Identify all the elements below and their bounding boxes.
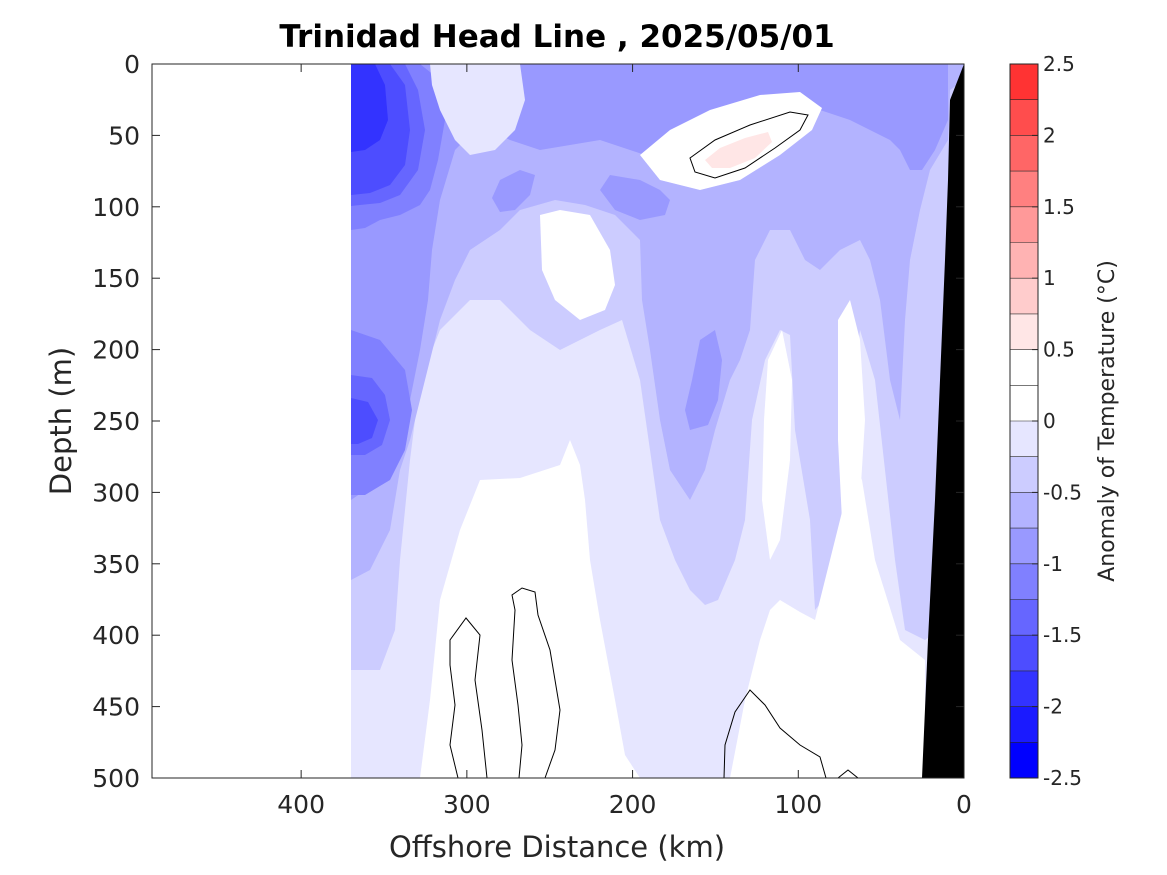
- colorbar-label: Anomaly of Temperature (°C): [1095, 260, 1120, 582]
- y-tick-label: 350: [92, 550, 140, 579]
- contour-region-minus-2: [351, 64, 388, 152]
- x-axis: 400 300 200 100 0: [277, 64, 972, 819]
- colorbar: 2.5 2 1.5 1 0.5 0 -0.5 -1 -1.5 -2 -2.5: [1009, 52, 1082, 790]
- y-tick-label: 400: [92, 621, 140, 650]
- colorbar-swatch: [1010, 64, 1038, 100]
- contour-streak-3: [492, 170, 535, 212]
- zero-contour-line-3: [723, 689, 827, 778]
- contour-region-zero-deep: [351, 440, 925, 778]
- x-tick-label: 200: [609, 790, 657, 819]
- colorbar-swatch: [1010, 492, 1038, 529]
- colorbar-tick-label: 1: [1043, 266, 1056, 290]
- colorbar-tick-label: -0.5: [1043, 480, 1082, 504]
- contour-region-zero-column-2: [762, 330, 792, 560]
- y-tick-label: 100: [92, 193, 140, 222]
- contour-region-near-zero-surface: [430, 64, 525, 155]
- colorbar-swatch: [1010, 171, 1038, 207]
- colorbar-swatch: [1010, 670, 1038, 707]
- contour-fill: [351, 64, 964, 778]
- warm-lens-contour: [689, 111, 809, 179]
- colorbar-tick-label: 0.5: [1043, 338, 1075, 362]
- bathymetry: [922, 64, 964, 778]
- y-tick-label: 200: [92, 336, 140, 365]
- colorbar-swatch: [1010, 385, 1038, 421]
- colorbar-swatch: [1010, 242, 1038, 279]
- colorbar-swatch: [1010, 421, 1038, 457]
- colorbar-swatch: [1010, 528, 1038, 564]
- contour-region-zero-column: [838, 300, 865, 560]
- colorbar-tick-label: -2: [1043, 695, 1063, 719]
- y-tick-label: 150: [92, 264, 140, 293]
- colorbar-swatch: [1010, 135, 1038, 172]
- colorbar-tick-label: 2.5: [1043, 52, 1075, 76]
- plot-area: 400 300 200 100 0 0 50 100 150 200 250 300 350 400 45…: [92, 50, 972, 819]
- colorbar-tick-label: -1: [1043, 552, 1063, 576]
- colorbar-swatch: [1010, 313, 1038, 350]
- y-axis-label: Depth (m): [44, 347, 78, 495]
- y-tick-label: 50: [108, 121, 140, 150]
- colorbar-tick-label: -2.5: [1043, 766, 1082, 790]
- zero-contour-line-1: [449, 617, 488, 778]
- contour-streak-1: [685, 330, 722, 430]
- colorbar-swatch: [1010, 706, 1038, 743]
- colorbar-swatch: [1010, 742, 1038, 778]
- colorbar-swatch: [1010, 635, 1038, 671]
- y-tick-label: 0: [124, 50, 140, 79]
- colorbar-tick-label: 0: [1043, 409, 1056, 433]
- colorbar-swatch: [1010, 278, 1038, 314]
- colorbar-tick-label: 1.5: [1043, 195, 1075, 219]
- x-tick-label: 0: [956, 790, 972, 819]
- zero-contour-line-2: [511, 587, 561, 778]
- colorbar-swatch: [1010, 456, 1038, 493]
- colorbar-swatch: [1010, 99, 1038, 136]
- y-tick-label: 250: [92, 407, 140, 436]
- x-tick-label: 400: [277, 790, 325, 819]
- colorbar-swatch: [1010, 206, 1038, 243]
- x-tick-label: 300: [443, 790, 491, 819]
- colorbar-tick-label: 2: [1043, 123, 1056, 147]
- contour-region-minus-1.75-b: [351, 398, 378, 444]
- y-axis: 0 50 100 150 200 250 300 350 400 450 500: [92, 50, 964, 793]
- y-tick-label: 500: [92, 764, 140, 793]
- y-tick-label: 450: [92, 693, 140, 722]
- y-tick-label: 300: [92, 478, 140, 507]
- x-axis-label: Offshore Distance (km): [389, 830, 725, 864]
- x-tick-label: 100: [774, 790, 822, 819]
- chart-title: Trinidad Head Line , 2025/05/01: [279, 19, 834, 55]
- colorbar-swatch: [1010, 599, 1038, 636]
- colorbar-swatch: [1010, 349, 1038, 386]
- colorbar-tick-label: -1.5: [1043, 623, 1082, 647]
- contour-streak-2: [600, 175, 670, 220]
- zero-contour-line-4: [837, 769, 859, 778]
- colorbar-swatch: [1010, 563, 1038, 600]
- contour-region-zero-mid: [540, 210, 615, 320]
- warm-lens-plus-0.25: [705, 132, 772, 168]
